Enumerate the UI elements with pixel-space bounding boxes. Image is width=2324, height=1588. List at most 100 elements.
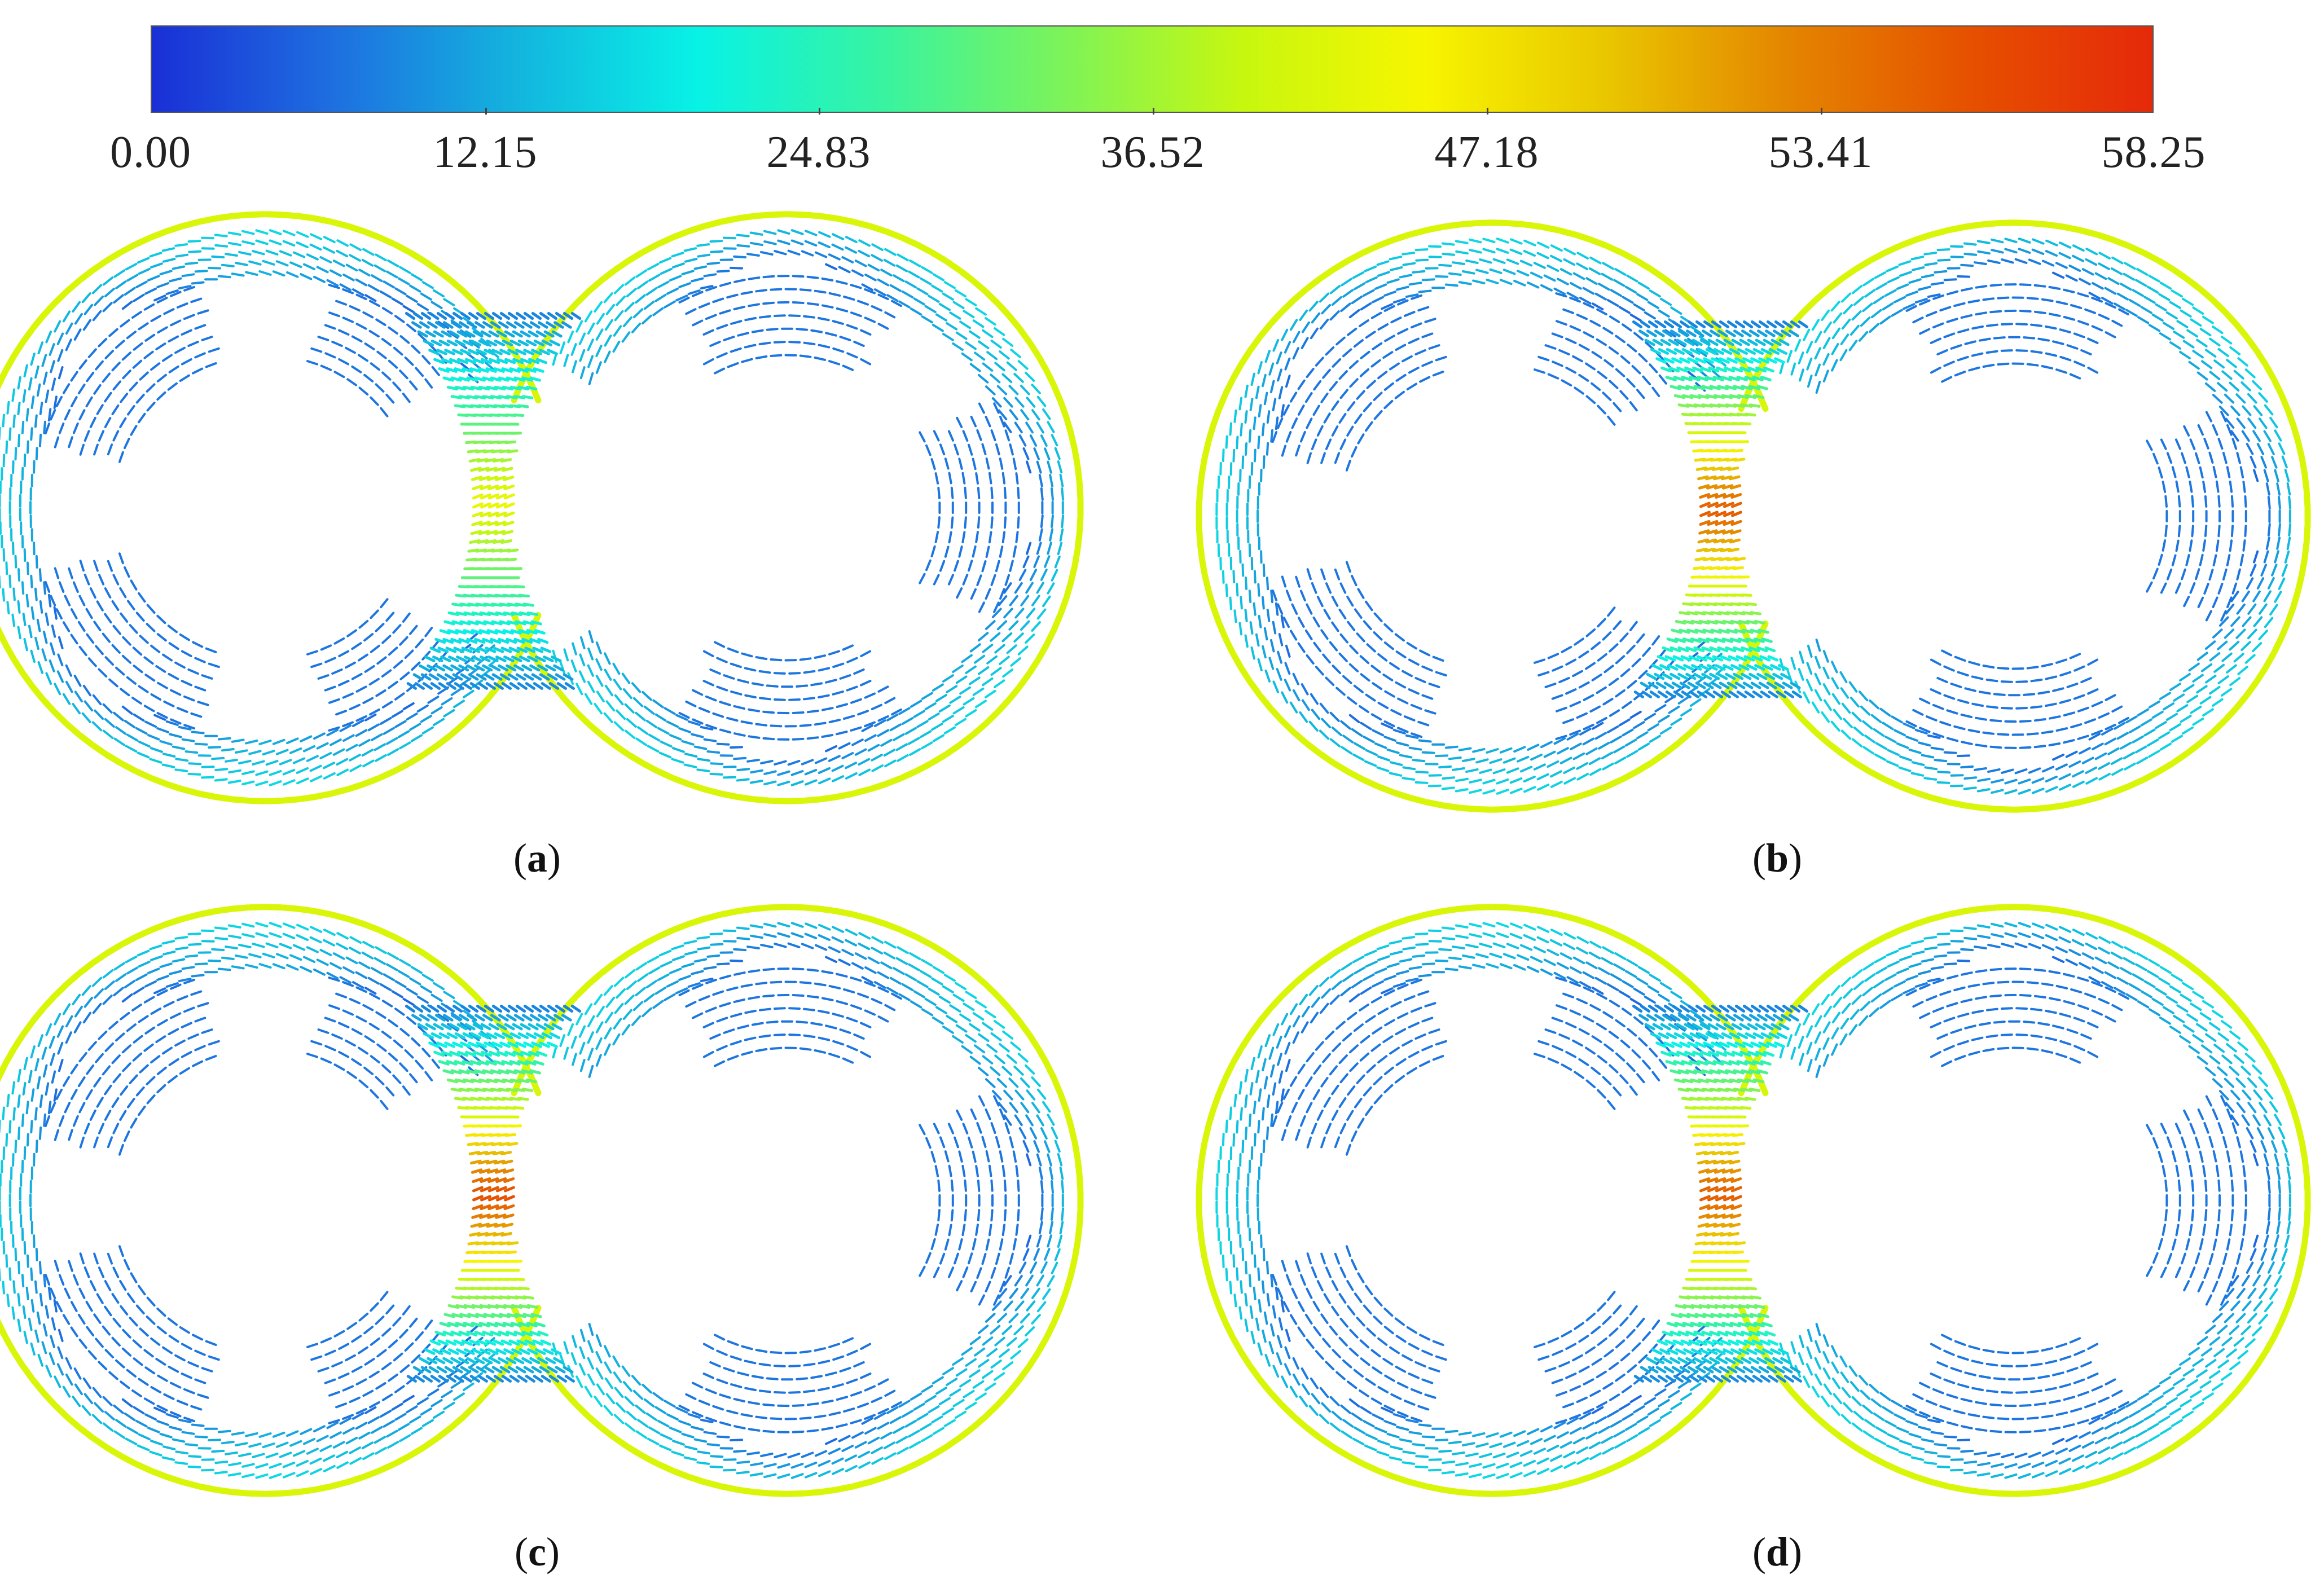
flow-vector (570, 659, 577, 672)
flow-vector (2184, 741, 2203, 756)
flow-vector (282, 240, 296, 247)
flow-vector (146, 1094, 156, 1105)
flow-vector (563, 312, 574, 320)
flow-vector (227, 780, 241, 784)
flow-vector (1291, 287, 1309, 302)
flow-vector (2288, 495, 2292, 509)
flow-vector (1602, 631, 1612, 641)
flow-vector (2244, 525, 2247, 537)
flow-vector (1613, 402, 1622, 412)
flow-vector (510, 629, 522, 635)
flow-vector (2221, 370, 2233, 380)
flow-vector (1957, 328, 1970, 333)
flow-vector (161, 940, 175, 945)
flow-vector (1576, 773, 1589, 781)
flow-vector (53, 1299, 58, 1313)
flow-vector (70, 1089, 78, 1100)
flow-vector (1692, 338, 1703, 346)
flow-vector (495, 656, 507, 662)
flow-vector (58, 423, 65, 434)
flow-vector (527, 656, 538, 662)
flow-vector (535, 330, 547, 338)
flow-vector (1311, 582, 1317, 594)
flow-vector (392, 1074, 402, 1084)
flow-vector (867, 744, 880, 752)
flow-vector (150, 1337, 161, 1346)
flow-vector (2176, 704, 2189, 712)
flow-vector (1676, 338, 1687, 346)
flow-vector (49, 343, 55, 356)
flow-vector (1585, 362, 1596, 371)
flow-vector (191, 1423, 205, 1427)
flow-vector (1642, 375, 1651, 386)
flow-vector (774, 250, 787, 256)
flow-vector (442, 664, 454, 672)
flow-vector (529, 376, 541, 382)
flow-vector (1679, 628, 1690, 634)
flow-vector (1281, 328, 1289, 341)
flow-vector (458, 664, 469, 672)
flow-vector (805, 230, 818, 236)
flow-vector (1276, 668, 1282, 681)
flow-vector (455, 611, 468, 617)
flow-vector (2019, 720, 2032, 723)
flow-vector (572, 642, 577, 656)
flow-vector (2252, 380, 2263, 390)
flow-vector (197, 701, 209, 706)
flow-vector (599, 1425, 617, 1441)
flow-vector (149, 252, 162, 258)
flow-vector (269, 932, 282, 938)
flow-vector (44, 423, 51, 434)
flow-vector (1389, 662, 1400, 670)
flow-vector (790, 770, 804, 776)
flow-vector (409, 1415, 421, 1424)
flow-vector (1583, 331, 1594, 338)
flow-vector (1733, 385, 1745, 390)
flow-vector (0, 627, 8, 647)
flow-vector (1670, 672, 1681, 680)
flow-vector (2231, 438, 2238, 450)
flow-vector (342, 288, 354, 294)
flow-vector (194, 1017, 207, 1023)
flow-vector (1634, 258, 1654, 272)
flow-vector (2256, 443, 2265, 455)
flow-vector (1562, 718, 1574, 724)
flow-vector (748, 303, 760, 307)
flow-vector (1905, 736, 1918, 742)
flow-vector (1651, 635, 1660, 646)
flow-vector (2199, 328, 2212, 337)
flow-vector (2123, 751, 2136, 760)
flow-vector (115, 1359, 125, 1369)
flow-vector (326, 728, 339, 737)
flow-vector (330, 912, 350, 922)
flow-vector (1530, 753, 1543, 761)
flow-vector (1752, 394, 1765, 399)
flow-vector (818, 667, 831, 672)
flow-vector (1325, 438, 1332, 450)
flow-vector (1486, 279, 1499, 284)
flow-vector (2198, 287, 2215, 302)
flow-vector (758, 670, 771, 674)
flow-vector (1570, 742, 1582, 750)
flow-vector (2141, 250, 2161, 263)
flow-vector (1831, 693, 1840, 705)
flow-vector (670, 228, 691, 240)
flow-vector (1356, 390, 1365, 400)
flow-vector (2052, 753, 2065, 761)
flow-vector (381, 1362, 392, 1370)
flow-vector (914, 241, 934, 255)
flow-vector (485, 539, 497, 544)
flow-vector (156, 989, 168, 996)
flow-vector (283, 230, 296, 236)
flow-vector (1340, 720, 1351, 730)
flow-vector (539, 349, 550, 355)
flow-vector (671, 758, 684, 764)
flow-vector (864, 734, 877, 742)
flow-vector (323, 762, 335, 769)
flow-vector (851, 738, 864, 746)
flow-vector (986, 655, 998, 665)
flow-vector (309, 243, 322, 251)
flow-vector (355, 323, 367, 330)
flow-vector (381, 1031, 392, 1039)
flow-vector (2263, 650, 2277, 670)
